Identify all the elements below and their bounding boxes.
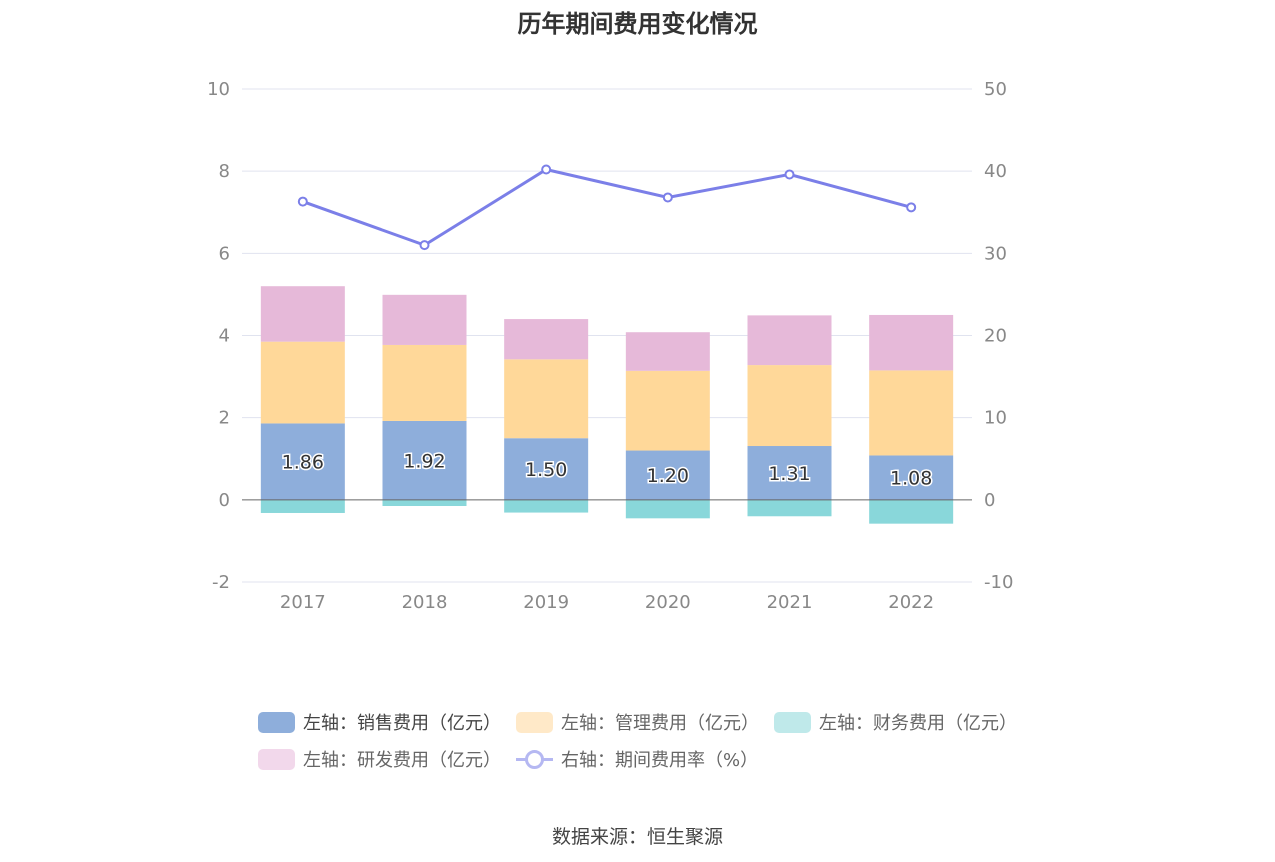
data-source: 数据来源：恒生聚源 bbox=[551, 826, 723, 848]
left-tick-label: -2 bbox=[212, 572, 230, 593]
bar-rnd bbox=[869, 314, 954, 371]
chart-title: 历年期间费用变化情况 bbox=[517, 10, 758, 38]
bar-rnd bbox=[382, 294, 467, 345]
right-axis-ticks: -10 0 10 20 30 40 50 bbox=[984, 79, 1013, 593]
bar-finance bbox=[260, 499, 345, 513]
x-tick-label: 2020 bbox=[645, 592, 691, 613]
right-tick-label: 50 bbox=[984, 79, 1007, 100]
bar-sales bbox=[869, 455, 954, 500]
left-tick-label: 2 bbox=[219, 408, 230, 429]
bar-data-labels: 1.86 1.92 1.50 1.20 1.31 1.08 bbox=[280, 449, 934, 491]
legend-label-rate: 右轴：期间费用率（%） bbox=[561, 750, 759, 771]
bar-rnd bbox=[625, 332, 710, 371]
legend-item-sales[interactable]: 左轴：销售费用（亿元） bbox=[258, 708, 501, 736]
x-tick-label: 2018 bbox=[402, 592, 448, 613]
left-tick-label: 0 bbox=[219, 490, 230, 511]
bar-admin bbox=[625, 370, 710, 451]
right-tick-label: 20 bbox=[984, 326, 1007, 347]
left-tick-label: 4 bbox=[219, 326, 230, 347]
legend-item-finance[interactable]: 左轴：财务费用（亿元） bbox=[774, 708, 1017, 736]
legend-label-finance: 左轴：财务费用（亿元） bbox=[819, 713, 1017, 734]
bar-data-label: 1.86 bbox=[282, 452, 324, 474]
bar-rnd bbox=[260, 286, 345, 342]
bar-data-label: 1.08 bbox=[890, 468, 932, 490]
rate-point bbox=[297, 196, 308, 207]
bar-rnd bbox=[747, 315, 832, 366]
bar-data-label: 1.50 bbox=[525, 459, 567, 481]
left-tick-label: 6 bbox=[219, 243, 230, 264]
stacked-bars bbox=[260, 286, 954, 524]
bar-sales bbox=[382, 420, 467, 500]
legend-item-rate[interactable]: 右轴：期间费用率（%） bbox=[516, 745, 758, 773]
bar-sales bbox=[747, 446, 832, 500]
x-tick-label: 2022 bbox=[888, 592, 934, 613]
right-tick-label: 0 bbox=[984, 490, 995, 511]
bar-admin bbox=[504, 359, 589, 439]
legend-label-sales: 左轴：销售费用（亿元） bbox=[303, 713, 501, 734]
left-tick-label: 10 bbox=[207, 79, 230, 100]
rate-line bbox=[302, 167, 912, 247]
bar-admin bbox=[747, 365, 832, 447]
legend-line-rate-icon bbox=[516, 749, 553, 770]
x-tick-label: 2017 bbox=[280, 592, 326, 613]
legend-swatch-sales bbox=[258, 711, 295, 733]
right-tick-label: 10 bbox=[984, 408, 1007, 429]
chart-plot: -2 0 2 4 6 8 10 -10 0 10 20 30 40 50 1.86 1.92 1.50 1.2… bbox=[207, 79, 1013, 613]
legend-swatch-admin bbox=[516, 711, 553, 733]
bar-finance bbox=[747, 499, 832, 517]
x-tick-label: 2019 bbox=[523, 592, 569, 613]
legend-swatch-rnd bbox=[258, 748, 295, 770]
rate-line-series bbox=[297, 164, 917, 251]
x-axis-ticks: 2017 2018 2019 2020 2021 2022 bbox=[280, 592, 934, 613]
legend-item-admin[interactable]: 左轴：管理费用（亿元） bbox=[516, 708, 759, 736]
right-tick-label: 30 bbox=[984, 243, 1007, 264]
bar-admin bbox=[869, 370, 954, 456]
bar-finance bbox=[504, 499, 589, 513]
rate-point bbox=[906, 202, 917, 213]
rate-point bbox=[541, 164, 552, 175]
bar-sales bbox=[504, 438, 589, 500]
bar-admin bbox=[382, 344, 467, 421]
bar-admin bbox=[260, 341, 345, 424]
bar-finance bbox=[382, 499, 467, 506]
left-axis-ticks: -2 0 2 4 6 8 10 bbox=[207, 79, 230, 593]
rate-point bbox=[662, 192, 673, 203]
legend-label-rnd: 左轴：研发费用（亿元） bbox=[303, 750, 501, 771]
x-tick-label: 2021 bbox=[767, 592, 813, 613]
bar-rnd bbox=[504, 319, 589, 360]
bar-sales bbox=[260, 423, 345, 500]
rate-point bbox=[419, 240, 430, 251]
bar-finance bbox=[625, 499, 710, 519]
bar-data-label: 1.31 bbox=[768, 463, 810, 485]
legend-item-rnd[interactable]: 左轴：研发费用（亿元） bbox=[258, 745, 501, 773]
bar-finance bbox=[869, 499, 954, 524]
right-tick-label: 40 bbox=[984, 161, 1007, 182]
rate-point bbox=[784, 169, 795, 180]
left-tick-label: 8 bbox=[219, 161, 230, 182]
bar-sales bbox=[625, 450, 710, 500]
bar-data-label: 1.20 bbox=[647, 465, 689, 487]
bar-data-label: 1.92 bbox=[403, 450, 445, 472]
legend-swatch-finance bbox=[774, 711, 811, 733]
grid-lines bbox=[242, 88, 972, 583]
legend-label-admin: 左轴：管理费用（亿元） bbox=[561, 713, 759, 734]
right-tick-label: -10 bbox=[984, 572, 1013, 593]
